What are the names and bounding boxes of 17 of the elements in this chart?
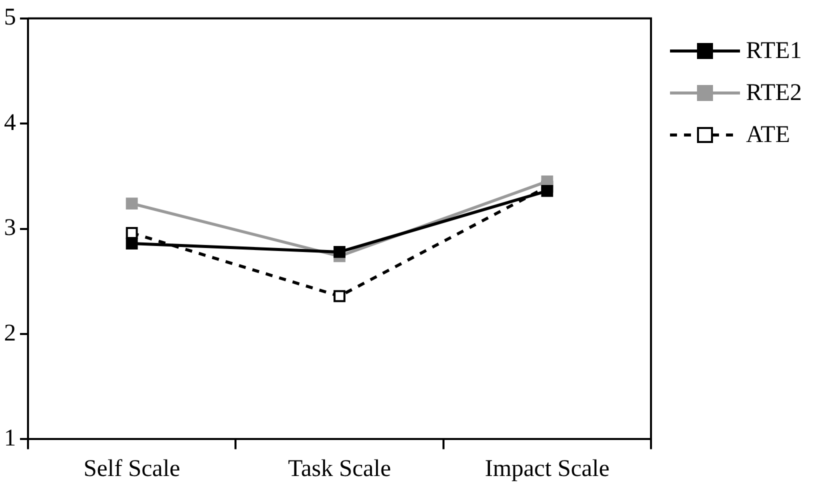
point bbox=[334, 290, 346, 302]
x-tick-label: Task Scale bbox=[288, 456, 391, 482]
y-tick-label: 5 bbox=[4, 4, 16, 31]
legend-label: RTE1 bbox=[746, 38, 802, 64]
y-tick-label: 3 bbox=[4, 215, 16, 242]
y-tick-label: 4 bbox=[4, 110, 16, 136]
x-tick-label: Self Scale bbox=[84, 456, 180, 482]
y-tick-label: 2 bbox=[4, 320, 16, 346]
y-tick-label: 1 bbox=[4, 425, 16, 452]
legend-label: ATE bbox=[746, 122, 790, 148]
x-tick-label: Impact Scale bbox=[484, 456, 610, 482]
point bbox=[126, 238, 138, 250]
legend-label: RTE2 bbox=[746, 80, 802, 106]
point bbox=[126, 198, 138, 210]
point bbox=[541, 184, 554, 197]
point bbox=[334, 246, 346, 258]
point bbox=[126, 227, 138, 239]
